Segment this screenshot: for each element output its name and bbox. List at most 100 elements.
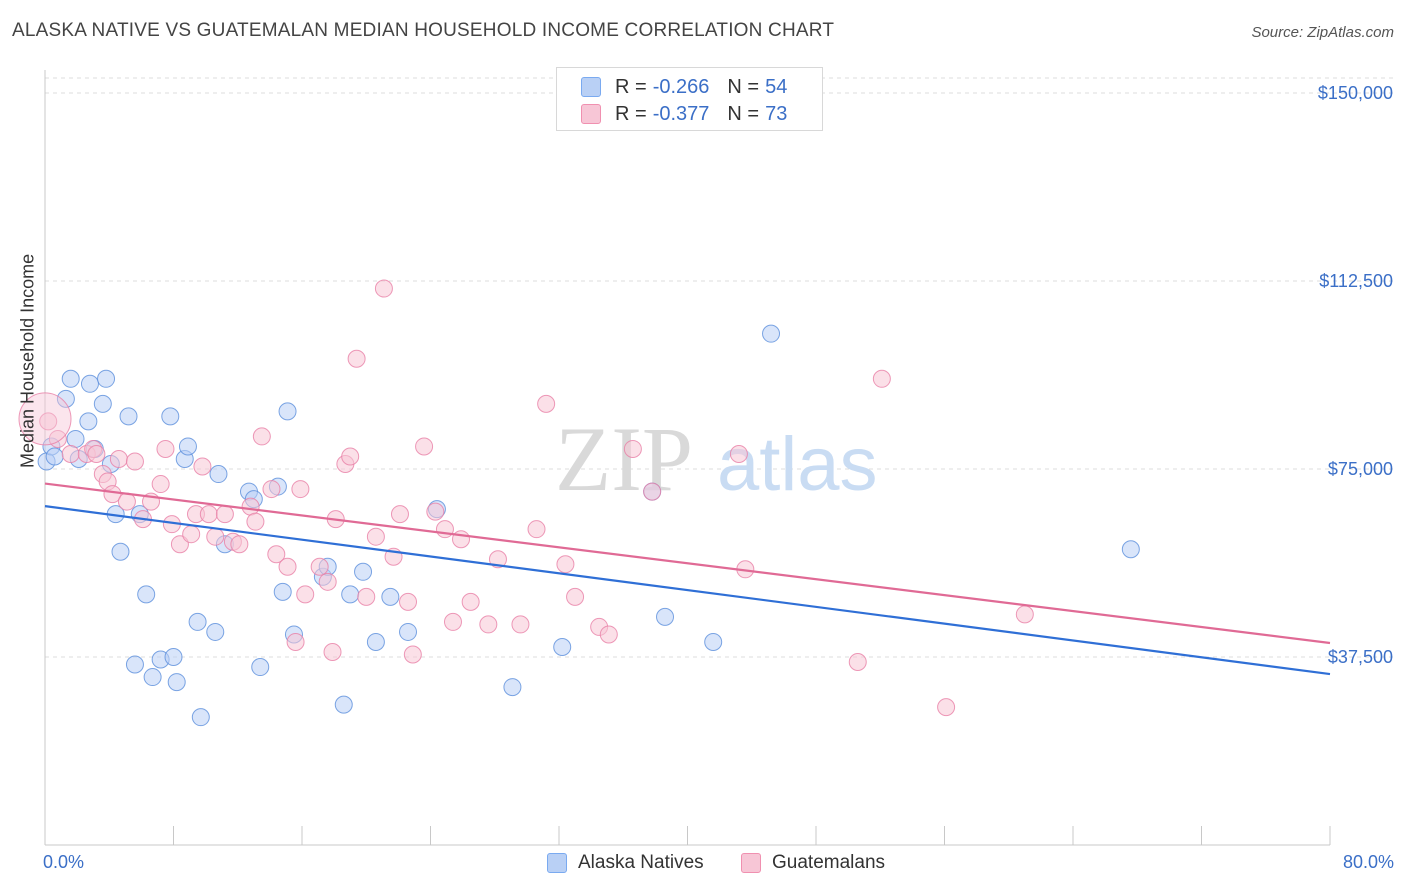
guatemalan-point — [267, 545, 286, 564]
grid-lines — [45, 77, 1395, 658]
axes — [44, 70, 1331, 846]
alaska-native-point — [366, 632, 385, 651]
guatemalan-point — [623, 439, 642, 458]
guatemalan-point — [426, 502, 445, 521]
legend-n-label: N = — [727, 75, 760, 98]
alaska-native-point — [161, 407, 180, 426]
guatemalan-point — [566, 587, 585, 606]
alaska-native-point — [56, 389, 75, 408]
guatemalan-point — [347, 349, 366, 368]
alaska-native-trend-line — [44, 505, 1331, 676]
guatemalan-point — [246, 512, 265, 531]
legend-r-value: -0.377 — [652, 102, 710, 125]
alaska-native-point — [61, 369, 80, 388]
guatemalan-point — [18, 392, 72, 446]
guatemalan-point — [109, 449, 128, 468]
legend-swatch-alaska — [581, 77, 601, 97]
legend-label-alaska-natives: Alaska Natives — [578, 852, 704, 873]
alaska-native-point — [762, 324, 781, 343]
guatemalan-point — [937, 698, 956, 717]
alaska-native-point — [66, 429, 85, 448]
guatemalan-point — [488, 550, 507, 569]
alaska-native-point — [137, 585, 156, 604]
guatemalan-point — [872, 369, 891, 388]
guatemalan-point — [296, 585, 315, 604]
legend-r-value: -0.266 — [652, 75, 710, 98]
guatemalan-trend-line — [44, 482, 1331, 645]
watermark: ZIP atlas — [555, 408, 878, 510]
guatemalan-point — [452, 530, 471, 549]
alaska-native-point — [188, 612, 207, 631]
y-tick-label: $37,500 — [1328, 647, 1393, 667]
alaska-native-point — [97, 369, 116, 388]
legend-n-value: 54 — [765, 75, 788, 98]
alaska-native-point — [704, 632, 723, 651]
guatemalan-point — [399, 592, 418, 611]
alaska-native-point — [178, 437, 197, 456]
legend-item-alaska-natives[interactable]: Alaska Natives — [547, 852, 704, 874]
guatemalan-point — [323, 642, 342, 661]
guatemalan-point — [599, 625, 618, 644]
watermark-atlas: atlas — [717, 422, 878, 507]
guatemalan-point — [310, 557, 329, 576]
alaska-native-point — [167, 673, 186, 692]
guatemalan-point — [291, 480, 310, 499]
alaska-native-point — [206, 622, 225, 641]
guatemalan-point — [230, 535, 249, 554]
alaska-native-point — [80, 374, 99, 393]
legend-swatch-guatemalan — [581, 104, 601, 124]
guatemalan-point — [199, 505, 218, 524]
alaska-native-point — [143, 668, 162, 687]
legend-label-guatemalans: Guatemalans — [772, 852, 886, 873]
watermark-zip: ZIP — [555, 408, 693, 510]
guatemalan-point — [390, 505, 409, 524]
legend-n-value: 73 — [765, 102, 788, 125]
guatemalan-point — [556, 555, 575, 574]
guatemalan-point — [156, 439, 175, 458]
alaska-native-point — [399, 622, 418, 641]
guatemalan-point — [318, 572, 337, 591]
guatemalan-point — [357, 587, 376, 606]
guatemalan-point — [39, 412, 58, 431]
legend-swatch-alaska-natives — [547, 853, 567, 873]
alaska-native-point — [334, 695, 353, 714]
alaska-native-point — [45, 447, 64, 466]
guatemalan-point — [117, 492, 136, 511]
chart-title: ALASKA NATIVE VS GUATEMALAN MEDIAN HOUSE… — [12, 20, 835, 41]
x-tick-label-min: 0.0% — [43, 852, 85, 872]
legend-item-guatemalans[interactable]: Guatemalans — [741, 852, 885, 874]
guatemalan-point — [403, 645, 422, 664]
guatemalan-point — [643, 482, 662, 501]
alaska-native-point — [125, 655, 144, 674]
legend-row-guatemalan: R = -0.377 N = 73 — [581, 103, 787, 125]
alaska-native-point — [111, 542, 130, 561]
alaska-native-point — [553, 637, 572, 656]
guatemalan-point — [1015, 605, 1034, 624]
guatemalan-point — [125, 452, 144, 471]
alaska-native-point — [381, 587, 400, 606]
alaska-native-point — [209, 465, 228, 484]
alaska-native-point — [278, 402, 297, 421]
guatemalan-point — [848, 653, 867, 672]
guatemalan-point — [443, 612, 462, 631]
legend-r-label: R = — [615, 102, 647, 125]
alaska-native-point — [191, 708, 210, 727]
alaska-native-point — [119, 407, 138, 426]
guatemalan-point — [415, 437, 434, 456]
alaska-native-point — [273, 582, 292, 601]
guatemalan-point — [151, 475, 170, 494]
guatemalan-point — [61, 444, 80, 463]
alaska-native-point — [93, 394, 112, 413]
alaska-native-point — [656, 607, 675, 626]
legend-n-label: N = — [727, 102, 760, 125]
guatemalan-point — [170, 535, 189, 554]
legend-swatch-guatemalans — [741, 853, 761, 873]
guatemalan-point — [206, 527, 225, 546]
correlation-legend: R = -0.266 N = 54 R = -0.377 N = 73 — [556, 67, 823, 131]
legend-row-alaska: R = -0.266 N = 54 — [581, 76, 787, 98]
guatemalan-point — [537, 394, 556, 413]
guatemalan-point — [366, 527, 385, 546]
guatemalan-point — [87, 444, 106, 463]
guatemalan-point — [435, 520, 454, 539]
